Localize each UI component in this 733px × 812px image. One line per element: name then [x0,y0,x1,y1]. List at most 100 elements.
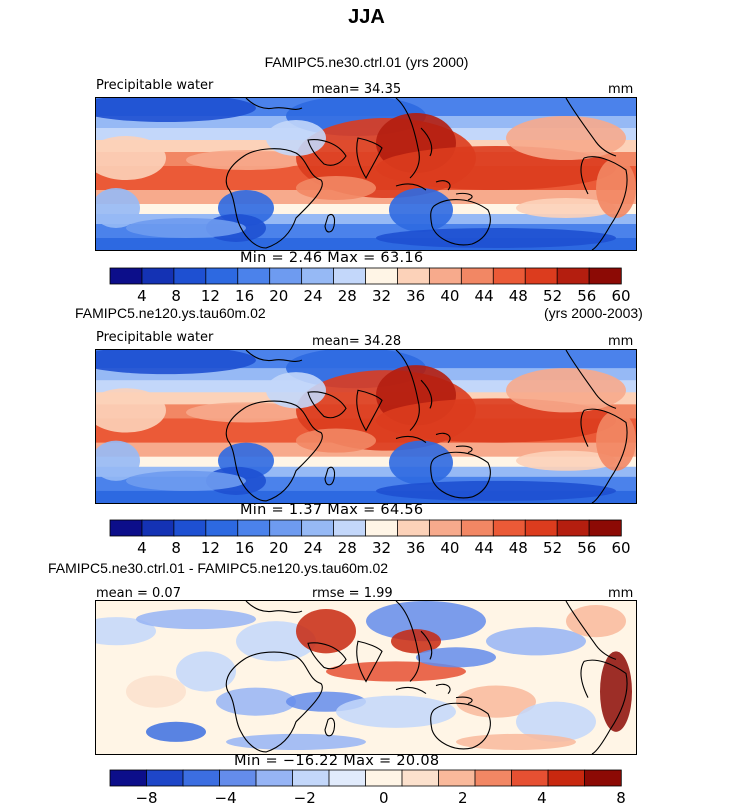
colorbar-swatch [460,267,494,285]
colorbar-tick-label: 2 [458,789,468,807]
colorbar-swatch [428,267,463,285]
panel2-left-label: Precipitable water [96,330,214,345]
colorbar-tick-label: 36 [406,539,425,557]
colorbar-tick-label: 20 [269,287,288,305]
colorbar-tick-label: 8 [616,789,626,807]
colorbar-tick-label: 52 [543,539,562,557]
colorbar-tick-label: 56 [577,539,596,557]
colorbar-swatch [219,769,257,787]
colorbar-swatch [460,519,494,537]
colorbar-swatch [237,267,271,285]
colorbar-swatch [401,769,440,787]
figure-title: JJA [348,6,385,28]
panel3-stats: Min = −16.22 Max = 20.08 [234,753,440,769]
panel2-stats: Min = 1.37 Max = 64.56 [240,502,424,518]
colorbar-swatch [333,267,367,285]
panel1-stats: Min = 2.46 Max = 63.16 [240,250,424,266]
colorbar-swatch [255,769,294,787]
colorbar-swatch [237,519,271,537]
colorbar-swatch [173,519,207,537]
colorbar-swatch [556,267,590,285]
colorbar-swatch [301,267,335,285]
difference-field [96,601,632,750]
panel3-colorbar: −8 −4 −2 0 2 4 8 [109,769,626,808]
precip-field [96,350,636,501]
panel1-map [95,97,637,251]
colorbar-tick-label: 16 [235,539,254,557]
colorbar-swatch [301,519,335,537]
colorbar-tick-label: 40 [440,539,459,557]
panel3-map [95,600,637,755]
colorbar-swatch [328,769,367,787]
colorbar-tick-label: 12 [201,287,220,305]
colorbar-tick-label: 28 [338,539,357,557]
colorbar-swatch [492,519,526,537]
colorbar-tick-label: 48 [509,539,528,557]
panel1-case-label: FAMIPC5.ne30.ctrl.01 (yrs 2000) [264,54,469,70]
colorbar-swatch [588,519,622,537]
colorbar-tick-label: 60 [611,539,630,557]
colorbar-swatch [333,519,367,537]
colorbar-swatch [524,267,558,285]
colorbar-swatch [474,769,513,787]
colorbar-tick-label: 48 [509,287,528,305]
panel1-colorbar-svg: 4 8 12 16 20 24 28 32 36 40 44 48 52 56 60 [109,267,631,305]
panel1-center-label: mean= 34.35 [312,82,402,97]
colorbar-tick-label: 56 [577,287,596,305]
colorbar-tick-label: 36 [406,287,425,305]
coastlines [225,98,628,250]
colorbar-tick-label: −8 [135,789,157,807]
colorbar-tick-label: 60 [611,287,630,305]
colorbar-tick-label: −2 [294,789,316,807]
colorbar-swatch [588,267,622,285]
panel1-units-label: mm [608,82,634,97]
panel2-colorbar-svg: 4 8 12 16 20 24 28 32 36 40 44 48 52 56 60 [109,519,631,557]
panel3-colorbar-svg: −8 −4 −2 0 2 4 8 [109,769,626,807]
colorbar-swatch [146,769,184,787]
colorbar-tick-label: 20 [269,539,288,557]
colorbar-tick-label: 32 [372,287,391,305]
panel3-center-label: rmse = 1.99 [312,586,393,601]
colorbar-swatch [292,769,330,787]
colorbar-tick-label: 4 [537,789,547,807]
colorbar-swatch [365,769,403,787]
colorbar-tick-label: 8 [171,539,181,557]
colorbar-swatch [141,519,175,537]
colorbar-swatch [269,519,303,537]
colorbar-swatch [397,267,431,285]
colorbar-swatch [492,267,526,285]
panel2-colorbar: 4 8 12 16 20 24 28 32 36 40 44 48 52 56 60 [109,519,631,558]
panel2-map-field [96,350,636,503]
panel3-map-field [96,601,636,754]
panel3-units-label: mm [608,586,634,601]
panel3-left-label: mean = 0.07 [96,586,181,601]
colorbar-swatch [365,519,399,537]
colorbar-swatch [205,267,239,285]
colorbar-swatch [397,519,431,537]
panel1-colorbar: 4 8 12 16 20 24 28 32 36 40 44 48 52 56 60 [109,267,631,306]
colorbar-swatch [141,267,175,285]
colorbar-swatch [109,519,143,537]
colorbar-tick-label: −4 [215,789,237,807]
colorbar-tick-label: 52 [543,287,562,305]
colorbar-swatch [173,267,207,285]
coastlines [225,350,628,503]
panel2-case-label-right: (yrs 2000-2003) [544,305,643,321]
colorbar-tick-label: 16 [235,287,254,305]
colorbar-tick-label: 4 [137,287,147,305]
colorbar-tick-label: 40 [440,287,459,305]
colorbar-tick-label: 44 [475,287,494,305]
colorbar-tick-label: 8 [171,287,181,305]
colorbar-swatch [269,267,303,285]
colorbar-tick-label: 24 [303,287,322,305]
colorbar-tick-label: 4 [137,539,147,557]
panel3-case-label: FAMIPC5.ne30.ctrl.01 - FAMIPC5.ne120.ys.… [48,560,389,576]
colorbar-tick-label: 24 [303,539,322,557]
colorbar-swatch [428,519,463,537]
colorbar-swatch [547,769,586,787]
panel2-case-label: FAMIPC5.ne120.ys.tau60m.02 [75,305,266,321]
panel1-left-label: Precipitable water [96,78,214,93]
colorbar-swatch [109,769,148,787]
colorbar-swatch [205,519,239,537]
colorbar-swatch [438,769,476,787]
